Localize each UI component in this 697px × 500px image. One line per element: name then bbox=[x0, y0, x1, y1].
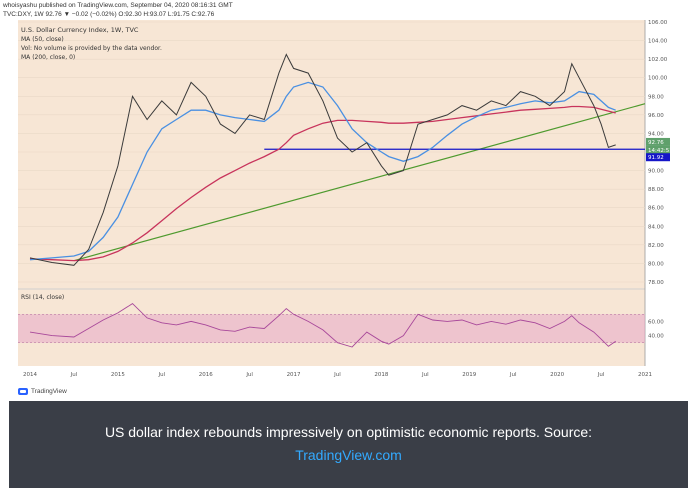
caption-text: US dollar index rebounds impressively on… bbox=[104, 424, 593, 440]
rsi-line bbox=[29, 303, 616, 348]
x-tick-label: Jul bbox=[597, 372, 605, 378]
x-tick-label: 2016 bbox=[199, 372, 213, 378]
x-tick-label: Jul bbox=[333, 372, 341, 378]
tradingview-brand: TradingView bbox=[18, 385, 67, 397]
price-tag-bg bbox=[646, 153, 670, 162]
x-tick-label: Jul bbox=[245, 372, 253, 378]
tradingview-logo-icon bbox=[18, 387, 28, 395]
price-tag-label: 91.92 bbox=[648, 155, 664, 161]
y-tick-label: 96.00 bbox=[648, 113, 664, 119]
ohlc-line: TVC:DXY, 1W 92.76 ▼ −0.02 (−0.02%) O:92.… bbox=[3, 11, 215, 18]
y-tick-label: 80.00 bbox=[648, 261, 664, 267]
y-tick-label: 86.00 bbox=[648, 206, 664, 212]
y-tick-label: 88.00 bbox=[648, 187, 664, 193]
y-tick-label: 100.00 bbox=[648, 76, 668, 82]
y-tick-label: 98.00 bbox=[648, 94, 664, 100]
ma200-line bbox=[29, 105, 616, 262]
x-tick-label: 2014 bbox=[23, 372, 37, 378]
x-tick-label: Jul bbox=[70, 372, 78, 378]
y-tick-label: 78.00 bbox=[648, 280, 664, 286]
legend-ma50: MA (50, close) bbox=[21, 36, 64, 43]
caption-link[interactable]: TradingView.com bbox=[295, 447, 402, 463]
rsi-tick-label: 40.00 bbox=[648, 334, 664, 340]
chart-title: U.S. Dollar Currency Index, 1W, TVC bbox=[21, 26, 139, 34]
x-tick-label: 2019 bbox=[462, 372, 476, 378]
price-tag-label: 92.76 bbox=[648, 140, 664, 146]
x-tick-label: Jul bbox=[157, 372, 165, 378]
x-tick-label: 2021 bbox=[638, 372, 652, 378]
price-pane-bg bbox=[18, 20, 645, 288]
x-tick-label: 2015 bbox=[111, 372, 125, 378]
x-tick-label: 2018 bbox=[374, 372, 388, 378]
x-tick-label: 2017 bbox=[287, 372, 301, 378]
brand-name: TradingView bbox=[31, 387, 67, 395]
x-tick-label: 2020 bbox=[550, 372, 564, 378]
price-tag-label: 14:42:51 bbox=[648, 148, 673, 154]
rsi-band bbox=[18, 314, 645, 343]
publisher-line: whoisyashu published on TradingView.com,… bbox=[3, 2, 233, 9]
legend-ma200: MA (200, close, 0) bbox=[21, 54, 75, 61]
x-tick-label: Jul bbox=[509, 372, 517, 378]
y-tick-label: 90.00 bbox=[648, 169, 664, 175]
legend-vol: Vol: No volume is provided by the data v… bbox=[21, 45, 162, 52]
y-tick-label: 94.00 bbox=[648, 131, 664, 137]
chart-area: U.S. Dollar Currency Index, 1W, TVC MA (… bbox=[18, 20, 673, 378]
x-tick-label: Jul bbox=[421, 372, 429, 378]
price-tag-bg bbox=[646, 137, 670, 146]
y-tick-label: 104.00 bbox=[648, 39, 668, 45]
y-tick-label: 82.00 bbox=[648, 243, 664, 249]
rsi-tick-label: 60.00 bbox=[648, 319, 664, 325]
y-tick-label: 84.00 bbox=[648, 224, 664, 230]
price-line bbox=[29, 53, 616, 266]
ma50-line bbox=[29, 81, 616, 261]
y-tick-label: 106.00 bbox=[648, 20, 668, 26]
trendline bbox=[73, 103, 646, 262]
price-tag-bg bbox=[646, 145, 670, 154]
caption-box: US dollar index rebounds impressively on… bbox=[9, 401, 688, 488]
rsi-label: RSI (14, close) bbox=[21, 294, 64, 301]
y-tick-label: 102.00 bbox=[648, 57, 668, 63]
